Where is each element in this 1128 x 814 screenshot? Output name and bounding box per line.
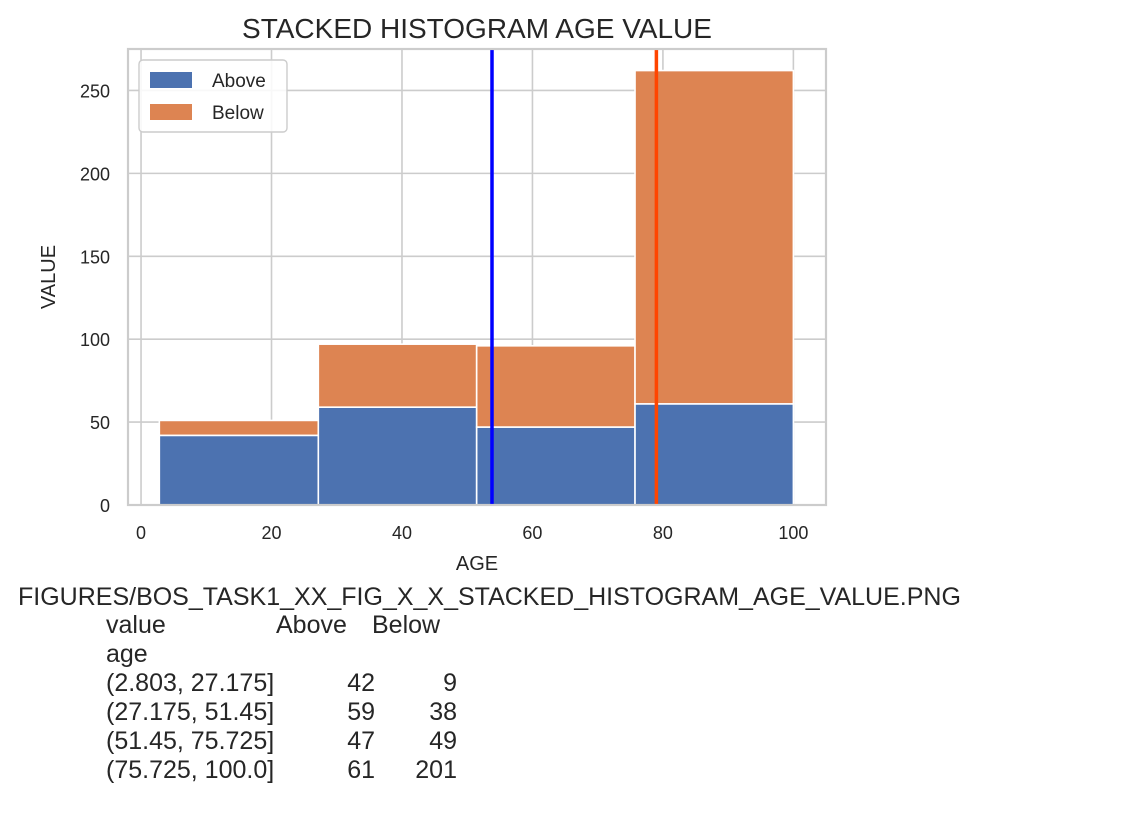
bar-below: [317, 343, 478, 408]
legend-label-below: Below: [212, 103, 264, 124]
x-tick-label: 40: [392, 523, 412, 543]
y-tick-label: 50: [90, 413, 110, 433]
bar-above: [475, 426, 636, 506]
table-cell-above: 59: [347, 698, 375, 726]
x-tick-label: 0: [136, 523, 146, 543]
legend-label-above: Above: [212, 71, 266, 92]
histogram-chart: 0 20 40 60 80 100 0 50 100 150 200 250 STACKED HISTO…: [38, 13, 828, 575]
y-tick-label: 0: [100, 496, 110, 516]
table-header-below: Below: [372, 611, 441, 639]
bar-below: [634, 69, 795, 405]
x-tick-label: 60: [522, 523, 542, 543]
legend-swatch-below: [150, 104, 192, 120]
y-tick-label: 250: [80, 81, 110, 101]
y-tick-label: 200: [80, 164, 110, 184]
table-cell-above: 47: [347, 727, 375, 755]
table-cell-above: 42: [347, 669, 375, 697]
figure-caption: FIGURES/BOS_TASK1_XX_FIG_X_X_STACKED_HIS…: [18, 583, 961, 611]
table-cell-below: 38: [429, 698, 457, 726]
table-row-label: (51.45, 75.725]: [106, 727, 275, 755]
y-tick-label: 150: [80, 247, 110, 267]
chart-title: STACKED HISTOGRAM AGE VALUE: [242, 13, 712, 44]
x-axis-label: AGE: [456, 553, 498, 575]
table-cell-above: 61: [347, 756, 375, 784]
legend-swatch-above: [150, 72, 192, 88]
table-cell-below: 49: [429, 727, 457, 755]
table-row-label: (27.175, 51.45]: [106, 698, 275, 726]
y-tick-label: 100: [80, 330, 110, 350]
table-header-label: value: [106, 611, 166, 639]
x-tick-label: 100: [778, 523, 808, 543]
bar-below: [475, 345, 636, 428]
table-row-label: (2.803, 27.175]: [106, 669, 275, 697]
table-row-label: (75.725, 100.0]: [106, 756, 275, 784]
table-header-above: Above: [276, 611, 347, 639]
bar-above: [158, 434, 320, 506]
bar-above: [317, 406, 478, 506]
x-tick-label: 20: [261, 523, 281, 543]
bar-above: [634, 403, 795, 506]
x-tick-label: 80: [653, 523, 673, 543]
y-axis-label: VALUE: [38, 245, 60, 309]
axes-frame: [126, 47, 828, 507]
table-index-name: age: [106, 640, 148, 668]
table-cell-below: 9: [443, 669, 457, 697]
table-cell-below: 201: [415, 756, 457, 784]
bar-below: [158, 419, 320, 437]
